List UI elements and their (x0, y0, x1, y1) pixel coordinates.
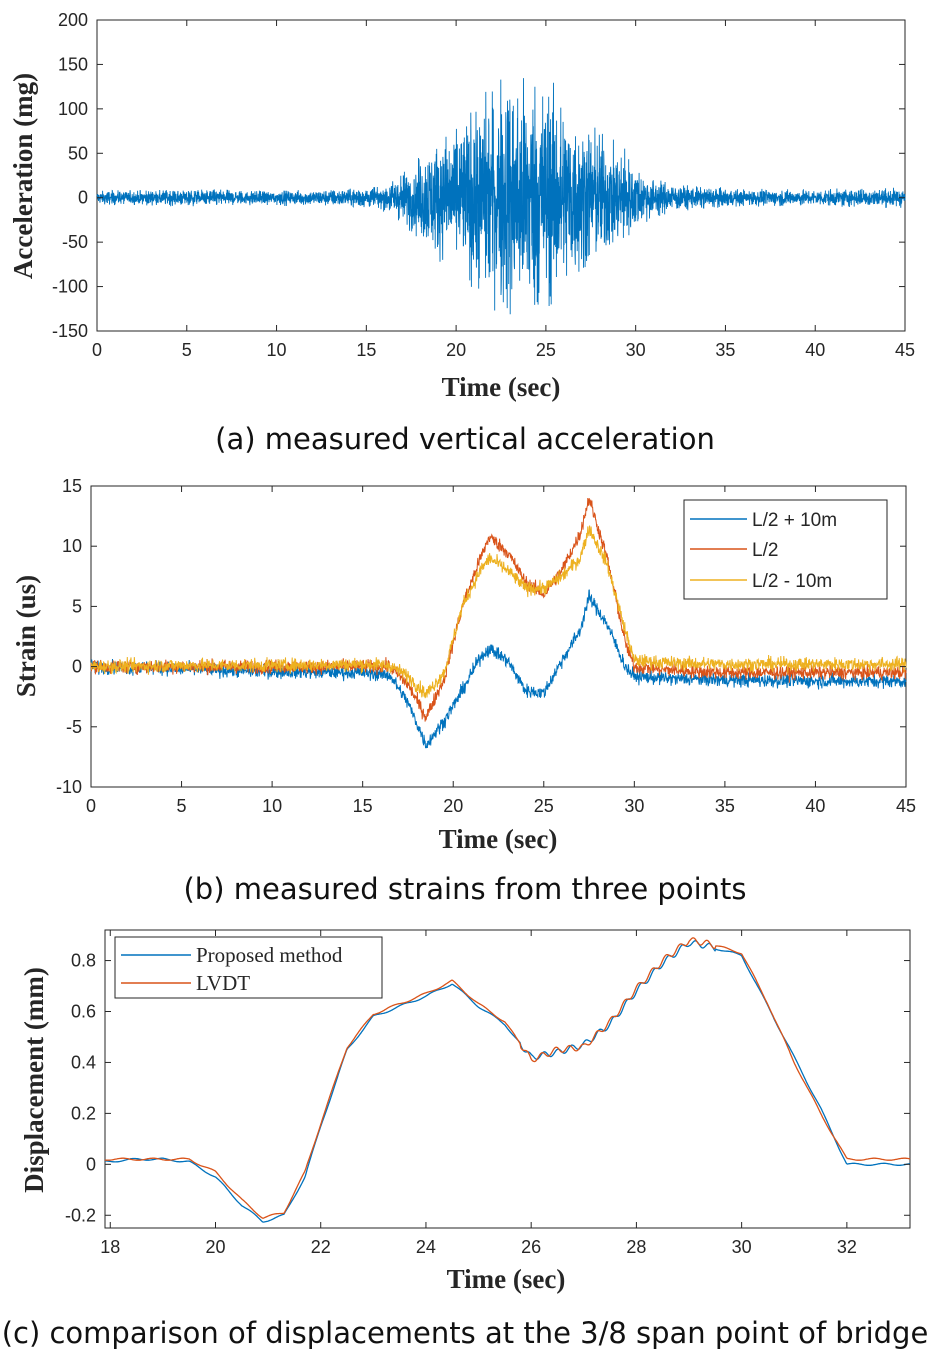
strain-lines (90, 497, 907, 749)
y-ticks-b: -10 -5 0 5 10 15 (56, 476, 906, 797)
x-tick-label: 20 (205, 1237, 225, 1257)
x-tick-label: 20 (443, 796, 463, 816)
displacement-lines (104, 937, 911, 1223)
y-tick-label: 0.8 (71, 951, 96, 971)
panel-c: 18 20 22 24 26 28 30 32 -0.2 0 0.2 0.4 0.6 0.8 Propo… (2, 929, 929, 1350)
x-tick-label: 15 (356, 340, 376, 360)
y-tick-label: -0.2 (65, 1205, 96, 1225)
y-tick-label: 5 (72, 596, 82, 616)
y-tick-label: 50 (68, 143, 88, 163)
x-tick-label: 18 (100, 1237, 120, 1257)
y-tick-label: 100 (58, 99, 88, 119)
x-tick-label: 10 (262, 796, 282, 816)
x-tick-label: 40 (805, 796, 825, 816)
y-axis-label-a: Acceleration (mg) (8, 73, 38, 279)
y-tick-label: -50 (62, 232, 88, 252)
y-tick-label: 15 (62, 476, 82, 496)
x-axis-label-c: Time (sec) (447, 1264, 566, 1294)
y-tick-label: 0.2 (71, 1103, 96, 1123)
x-tick-label: 45 (895, 340, 915, 360)
y-axis-label-c: Displacement (mm) (19, 967, 49, 1193)
legend-c: Proposed method LVDT (114, 936, 383, 999)
strain-line-l2-minus-10m (90, 525, 907, 699)
y-tick-label: 0.4 (71, 1052, 96, 1072)
x-tick-label: 0 (92, 340, 102, 360)
displacement-line-lvdt (104, 937, 911, 1219)
x-tick-label: 5 (182, 340, 192, 360)
x-tick-label: 22 (311, 1237, 331, 1257)
legend-box-c (114, 936, 383, 999)
acceleration-line (96, 78, 906, 315)
x-tick-label: 40 (805, 340, 825, 360)
y-tick-label: 10 (62, 536, 82, 556)
x-ticks-b: 0 5 10 15 20 25 30 35 40 45 (86, 486, 916, 816)
x-tick-label: 45 (896, 796, 916, 816)
x-tick-label: 24 (416, 1237, 436, 1257)
x-tick-label: 32 (837, 1237, 857, 1257)
x-ticks-a: 0 5 10 15 20 25 30 35 40 45 (92, 20, 915, 360)
x-axis-label-a: Time (sec) (442, 372, 561, 402)
x-axis-label-b: Time (sec) (439, 824, 558, 854)
y-ticks-c: -0.2 0 0.2 0.4 0.6 0.8 (65, 951, 910, 1225)
x-tick-label: 20 (446, 340, 466, 360)
x-tick-label: 26 (521, 1237, 541, 1257)
x-ticks-c: 18 20 22 24 26 28 30 32 (100, 930, 857, 1257)
x-tick-label: 0 (86, 796, 96, 816)
legend-label-l2-minus-10m: L/2 - 10m (752, 571, 832, 592)
panel-b: 0 5 10 15 20 25 30 35 40 45 -10 -5 0 5 10 15 L/2 + 10m… (11, 476, 916, 906)
caption-c: (c) comparison of displacements at the 3… (2, 1316, 929, 1350)
y-tick-label: -150 (52, 321, 88, 341)
y-axis-label-b: Strain (us) (11, 575, 41, 697)
y-tick-label: 0 (78, 188, 88, 208)
x-tick-label: 35 (715, 340, 735, 360)
x-tick-label: 30 (626, 340, 646, 360)
y-tick-label: -100 (52, 277, 88, 297)
x-tick-label: 35 (715, 796, 735, 816)
legend-label-l2: L/2 (752, 540, 778, 561)
x-tick-label: 30 (624, 796, 644, 816)
x-tick-label: 15 (353, 796, 373, 816)
x-tick-label: 25 (534, 796, 554, 816)
caption-b: (b) measured strains from three points (183, 872, 746, 906)
y-tick-label: -10 (56, 777, 82, 797)
y-tick-label: 150 (58, 54, 88, 74)
x-tick-label: 30 (732, 1237, 752, 1257)
panel-a: 0 5 10 15 20 25 30 35 40 45 -150 -100 -50 0 50 100 150 2… (8, 10, 915, 456)
strain-line-l2-plus-10m (90, 589, 907, 749)
y-tick-label: -5 (66, 717, 82, 737)
x-tick-label: 10 (267, 340, 287, 360)
y-ticks-a: -150 -100 -50 0 50 100 150 200 (52, 10, 905, 341)
x-tick-label: 25 (536, 340, 556, 360)
y-tick-label: 0 (72, 657, 82, 677)
y-tick-label: 200 (58, 10, 88, 30)
x-tick-label: 28 (626, 1237, 646, 1257)
legend-label-lvdt: LVDT (196, 971, 250, 995)
y-tick-label: 0 (86, 1154, 96, 1174)
legend-label-proposed-method: Proposed method (196, 943, 343, 967)
legend-b: L/2 + 10m L/2 L/2 - 10m (683, 499, 888, 600)
legend-label-l2-plus-10m: L/2 + 10m (752, 510, 837, 531)
y-tick-label: 0.6 (71, 1002, 96, 1022)
caption-a: (a) measured vertical acceleration (215, 422, 715, 456)
x-tick-label: 5 (177, 796, 187, 816)
